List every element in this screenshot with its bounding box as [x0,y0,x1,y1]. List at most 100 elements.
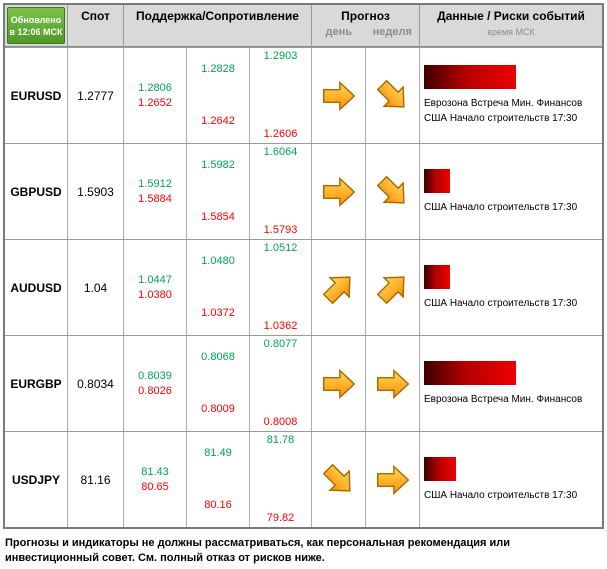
risk-events-cell: США Начало строительств 17:30 [420,144,602,239]
subheader-time-msk: время МСК [487,27,535,37]
sr-mid: 0.8068 0.8009 [187,336,250,431]
forecast-week-cell [366,144,420,239]
risk-events-cell: США Начало строительств 17:30 [420,432,602,527]
resistance-3: 0.8077 [263,338,298,350]
forex-outlook-widget: Обновлено в 12:06 МСК Спот Поддержка/Соп… [3,3,604,566]
risk-bar [424,65,516,89]
pair-name: AUDUSD [5,240,68,335]
support-2: 1.0372 [201,307,235,319]
support-1: 1.2652 [138,96,172,109]
forecast-subheaders: день неделя [312,23,419,46]
sr-far: 0.8077 0.8008 [250,336,312,431]
risk-bar [424,360,516,385]
forecast-day-cell [312,144,366,239]
event-text: США Начало строительств 17:30 [424,297,578,309]
forecast-arrow-icon [376,464,409,495]
risk-bar [424,264,450,289]
forecast-arrow-icon [376,79,405,108]
sr-far: 1.0512 1.0362 [250,240,312,335]
column-header-support-resistance: Поддержка/Сопротивление [124,5,312,46]
forecast-week-cell [366,240,420,335]
resistance-2: 1.0480 [201,255,235,267]
sr-near: 81.43 80.65 [124,432,187,527]
spot-value: 0.8034 [68,336,124,431]
support-3: 1.5793 [263,224,298,236]
resistance-3: 1.2903 [263,50,298,62]
forecast-header-label: Прогноз [341,9,390,23]
support-3: 1.0362 [263,320,298,332]
support-2: 0.8009 [201,403,235,415]
updated-cell: Обновлено в 12:06 МСК [5,5,68,46]
risk-events-cell: США Начало строительств 17:30 [420,240,602,335]
sr-far: 81.78 79.82 [250,432,312,527]
event-text: США Начало строительств 17:30 [424,201,578,213]
resistance-1: 81.43 [141,465,169,478]
column-header-data-risks: Данные / Риски событий время МСК [420,5,602,46]
table-row: EURUSD 1.2777 1.2806 1.2652 1.2828 1.264… [5,47,602,143]
support-2: 80.16 [204,499,232,511]
spot-header-label: Спот [81,9,110,23]
support-2: 1.5854 [201,211,235,223]
updated-line2: в 12:06 МСК [9,26,63,37]
forecast-day-cell [312,48,366,143]
forecast-week-cell [366,48,420,143]
updated-line1: Обновлено [10,14,62,25]
spot-value: 1.04 [68,240,124,335]
pair-name: GBPUSD [5,144,68,239]
pair-name: EURGBP [5,336,68,431]
resistance-2: 0.8068 [201,351,235,363]
resistance-1: 1.2806 [138,81,172,94]
support-3: 1.2606 [263,128,298,140]
support-1: 1.0380 [138,288,172,301]
subheader-week: неделя [372,26,412,38]
resistance-2: 1.2828 [201,63,235,75]
forecast-arrow-icon [322,368,355,399]
risk-events-cell: Еврозона Встреча Мин. Финансов США Начал… [420,48,602,143]
risk-bar [424,456,456,481]
forecast-arrow-icon [376,175,405,204]
resistance-1: 0.8039 [138,369,172,382]
event-text: Еврозона Встреча Мин. Финансов [424,393,583,405]
table-row: EURGBP 0.8034 0.8039 0.8026 0.8068 0.800… [5,335,602,431]
data-header-label: Данные / Риски событий [437,9,585,23]
forecast-arrow-icon [322,176,355,207]
pair-name: EURUSD [5,48,68,143]
forecast-week-cell [366,432,420,527]
support-3: 0.8008 [263,416,298,428]
event-text: США Начало строительств 17:30 [424,113,578,124]
sr-mid: 1.0480 1.0372 [187,240,250,335]
updated-badge: Обновлено в 12:06 МСК [7,7,65,44]
table-row: USDJPY 81.16 81.43 80.65 81.49 80.16 81.… [5,431,602,527]
spot-value: 81.16 [68,432,124,527]
resistance-1: 1.5912 [138,177,172,190]
spot-value: 1.2777 [68,48,124,143]
forex-table: Обновлено в 12:06 МСК Спот Поддержка/Соп… [3,3,604,529]
risk-events-cell: Еврозона Встреча Мин. Финансов [420,336,602,431]
forecast-day-cell [312,240,366,335]
support-1: 1.5884 [138,192,172,205]
spot-value: 1.5903 [68,144,124,239]
resistance-3: 81.78 [266,434,295,446]
disclaimer-text: Прогнозы и индикаторы не должны рассматр… [5,537,511,564]
table-row: GBPUSD 1.5903 1.5912 1.5884 1.5982 1.585… [5,143,602,239]
forecast-arrow-icon [322,275,351,304]
resistance-2: 1.5982 [201,159,235,171]
support-1: 0.8026 [138,384,172,397]
column-header-forecast: Прогноз день неделя [312,5,420,46]
sr-far: 1.6064 1.5793 [250,144,312,239]
event-text: США Начало строительств 17:30 [424,489,578,501]
risk-bar [424,168,450,193]
sr-mid: 1.5982 1.5854 [187,144,250,239]
support-3: 79.82 [266,512,295,524]
pair-name: USDJPY [5,432,68,527]
sr-near: 0.8039 0.8026 [124,336,187,431]
forecast-arrow-icon [322,463,351,492]
resistance-2: 81.49 [204,447,232,459]
sr-near: 1.0447 1.0380 [124,240,187,335]
column-header-spot: Спот [68,5,124,46]
sr-mid: 1.2828 1.2642 [187,48,250,143]
sr-mid: 81.49 80.16 [187,432,250,527]
resistance-3: 1.0512 [263,242,298,254]
forecast-arrow-icon [376,275,405,304]
forecast-arrow-icon [322,80,355,111]
